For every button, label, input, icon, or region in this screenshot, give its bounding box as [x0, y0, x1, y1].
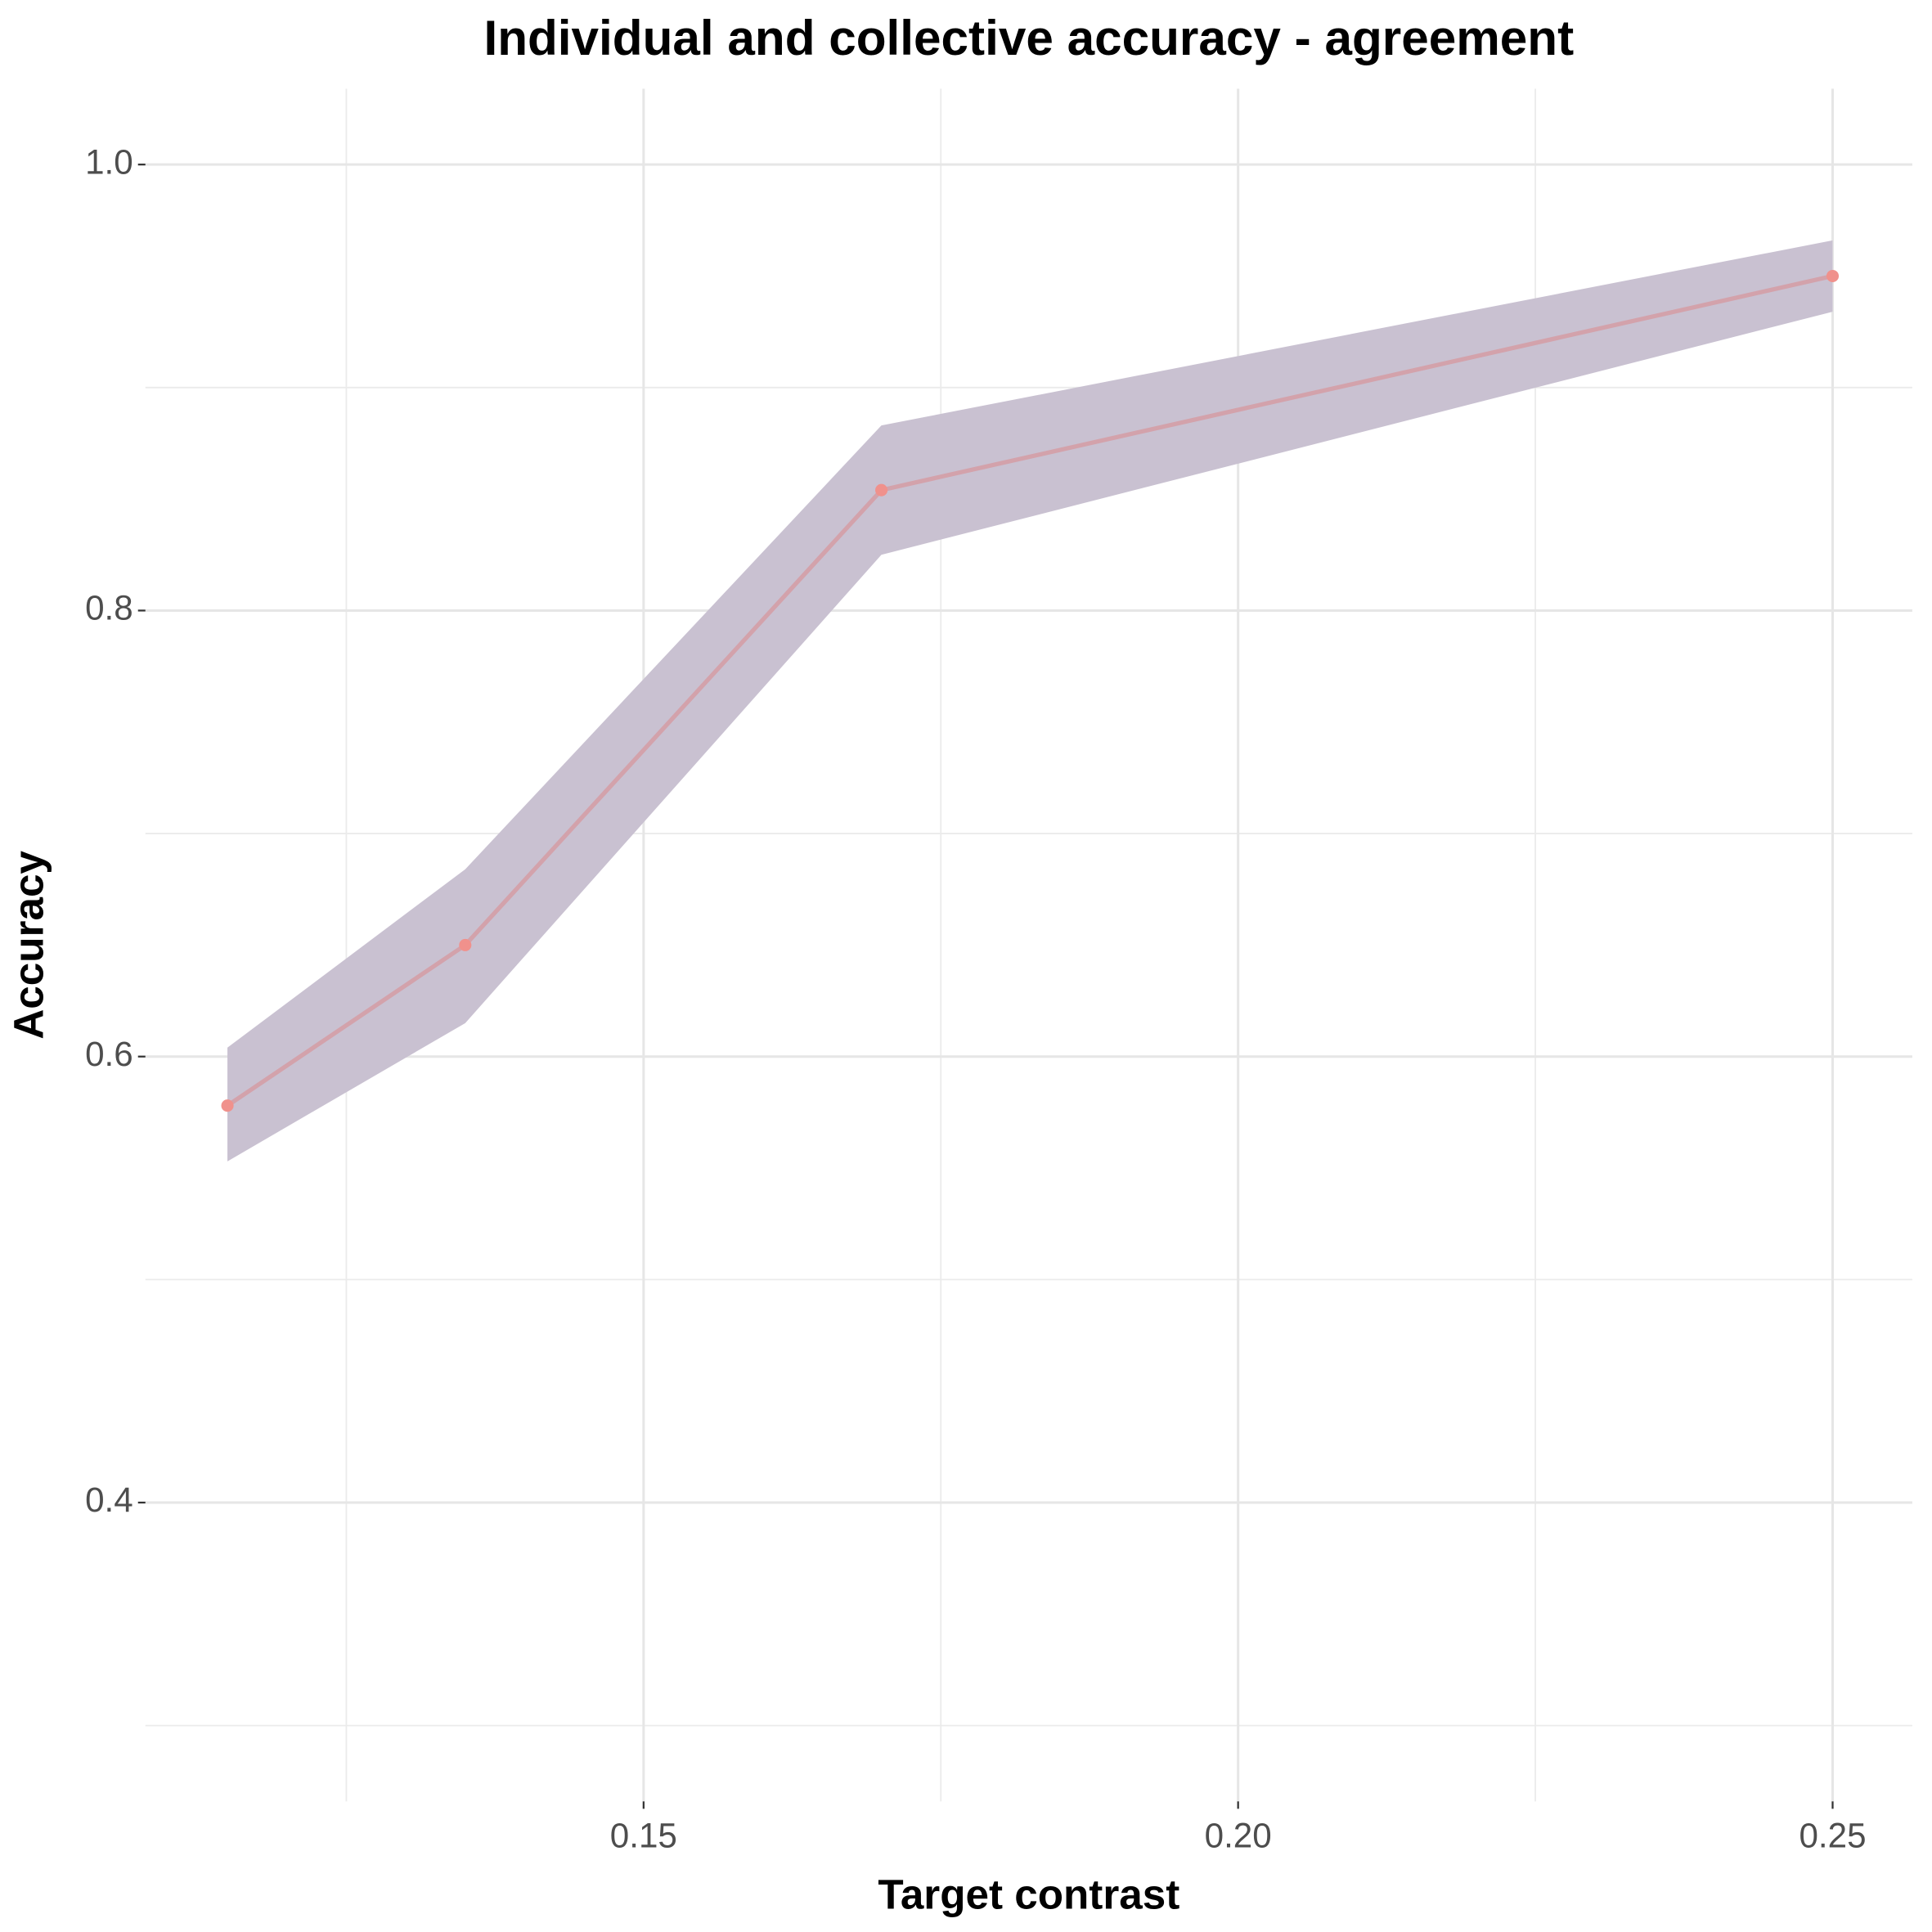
x-axis-title: Target contrast: [878, 1871, 1179, 1917]
confidence-band: [227, 240, 1833, 1161]
point: [221, 1099, 234, 1112]
y-tick-label: 0.6: [85, 1035, 133, 1073]
point: [459, 938, 472, 951]
y-tick-label: 0.4: [85, 1480, 133, 1519]
chart-title: Individual and collective accuracy - agr…: [483, 10, 1574, 65]
line: [226, 273, 1834, 1108]
x-tick-label: 0.25: [1799, 1817, 1866, 1855]
x-tick-label: 0.15: [610, 1817, 677, 1855]
x-tick-label: 0.20: [1205, 1817, 1272, 1855]
y-tick-label: 1.0: [85, 142, 133, 181]
y-axis-title: Accuracy: [6, 851, 52, 1040]
point: [875, 483, 888, 496]
point: [1826, 269, 1840, 283]
y-tick-label: 0.8: [85, 589, 133, 627]
